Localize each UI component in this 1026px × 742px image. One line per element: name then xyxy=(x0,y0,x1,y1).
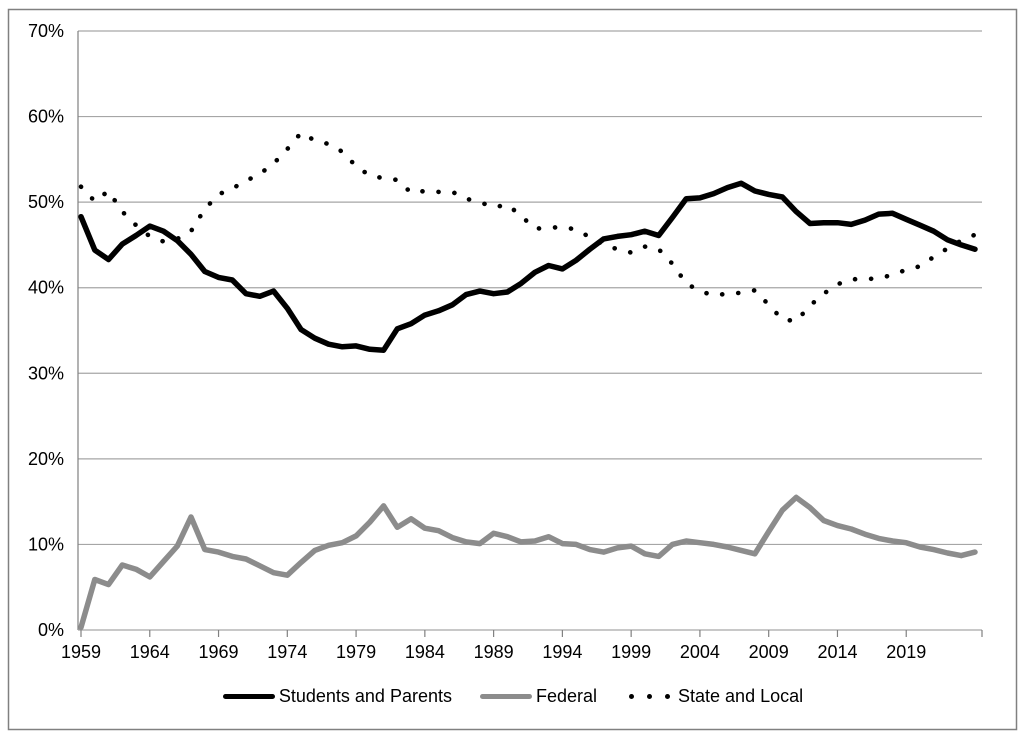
y-axis-label: 60% xyxy=(28,107,64,127)
series-line-federal xyxy=(78,494,978,631)
y-axis-label: 10% xyxy=(28,534,64,554)
x-axis-label: 1994 xyxy=(542,642,582,662)
y-axis-label: 70% xyxy=(28,21,64,41)
y-axis-label: 30% xyxy=(28,363,64,383)
x-axis-label: 1984 xyxy=(405,642,445,662)
y-axis-label: 50% xyxy=(28,192,64,212)
series-line-students-and-parents xyxy=(78,180,978,353)
y-axis-label: 20% xyxy=(28,449,64,469)
x-axis-label: 1979 xyxy=(336,642,376,662)
x-axis-label: 2014 xyxy=(817,642,857,662)
x-axis-label: 1964 xyxy=(130,642,170,662)
x-axis-label: 2009 xyxy=(749,642,789,662)
y-axis-label: 40% xyxy=(28,278,64,298)
x-axis-label: 2004 xyxy=(680,642,720,662)
x-axis-label: 1999 xyxy=(611,642,651,662)
x-axis-label: 1989 xyxy=(474,642,514,662)
y-axis-label: 0% xyxy=(38,620,64,640)
x-axis-label: 1959 xyxy=(61,642,101,662)
x-axis-label: 1974 xyxy=(267,642,307,662)
series-line-state-and-local xyxy=(78,130,978,324)
x-axis-label: 1969 xyxy=(199,642,239,662)
x-axis-label: 2019 xyxy=(886,642,926,662)
figure-border xyxy=(7,8,1018,731)
